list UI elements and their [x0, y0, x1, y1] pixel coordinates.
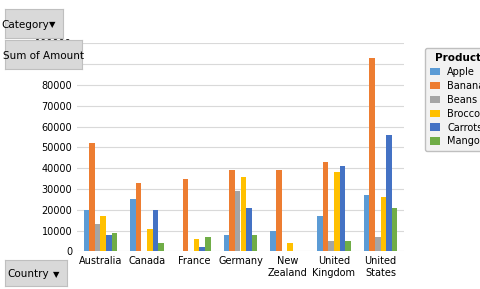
Text: Sum of Amount: Sum of Amount	[3, 51, 84, 61]
Bar	[234, 191, 240, 251]
Bar	[130, 199, 135, 251]
Bar	[147, 229, 152, 251]
Text: ▼: ▼	[53, 270, 59, 279]
Bar	[276, 170, 281, 251]
Bar	[270, 231, 276, 251]
Bar	[328, 241, 333, 251]
Text: Country: Country	[8, 269, 49, 279]
Text: ▼: ▼	[49, 20, 55, 29]
Bar	[158, 243, 164, 251]
Bar	[95, 224, 100, 251]
Bar	[199, 247, 204, 251]
Bar	[316, 216, 322, 251]
Bar	[287, 243, 292, 251]
Text: Category: Category	[1, 20, 49, 29]
Bar	[152, 210, 158, 251]
Bar	[204, 237, 210, 251]
Bar	[322, 162, 328, 251]
Bar	[363, 195, 369, 251]
Bar	[89, 143, 95, 251]
Bar	[229, 170, 234, 251]
Bar	[374, 237, 380, 251]
Bar	[100, 216, 106, 251]
Bar	[240, 177, 246, 251]
Bar	[182, 179, 188, 251]
Bar	[106, 235, 111, 251]
Legend: Apple, Banana, Beans, Broccoli, Carrots, Mango: Apple, Banana, Beans, Broccoli, Carrots,…	[424, 48, 480, 151]
Bar	[223, 235, 229, 251]
Bar	[369, 58, 374, 251]
Bar	[135, 183, 141, 251]
Bar	[84, 210, 89, 251]
Bar	[391, 208, 396, 251]
Bar	[111, 233, 117, 251]
Bar	[380, 197, 385, 251]
Bar	[333, 172, 339, 251]
Bar	[246, 208, 251, 251]
Bar	[345, 241, 350, 251]
Bar	[339, 166, 345, 251]
Bar	[193, 239, 199, 251]
Bar	[385, 135, 391, 251]
Bar	[251, 235, 257, 251]
